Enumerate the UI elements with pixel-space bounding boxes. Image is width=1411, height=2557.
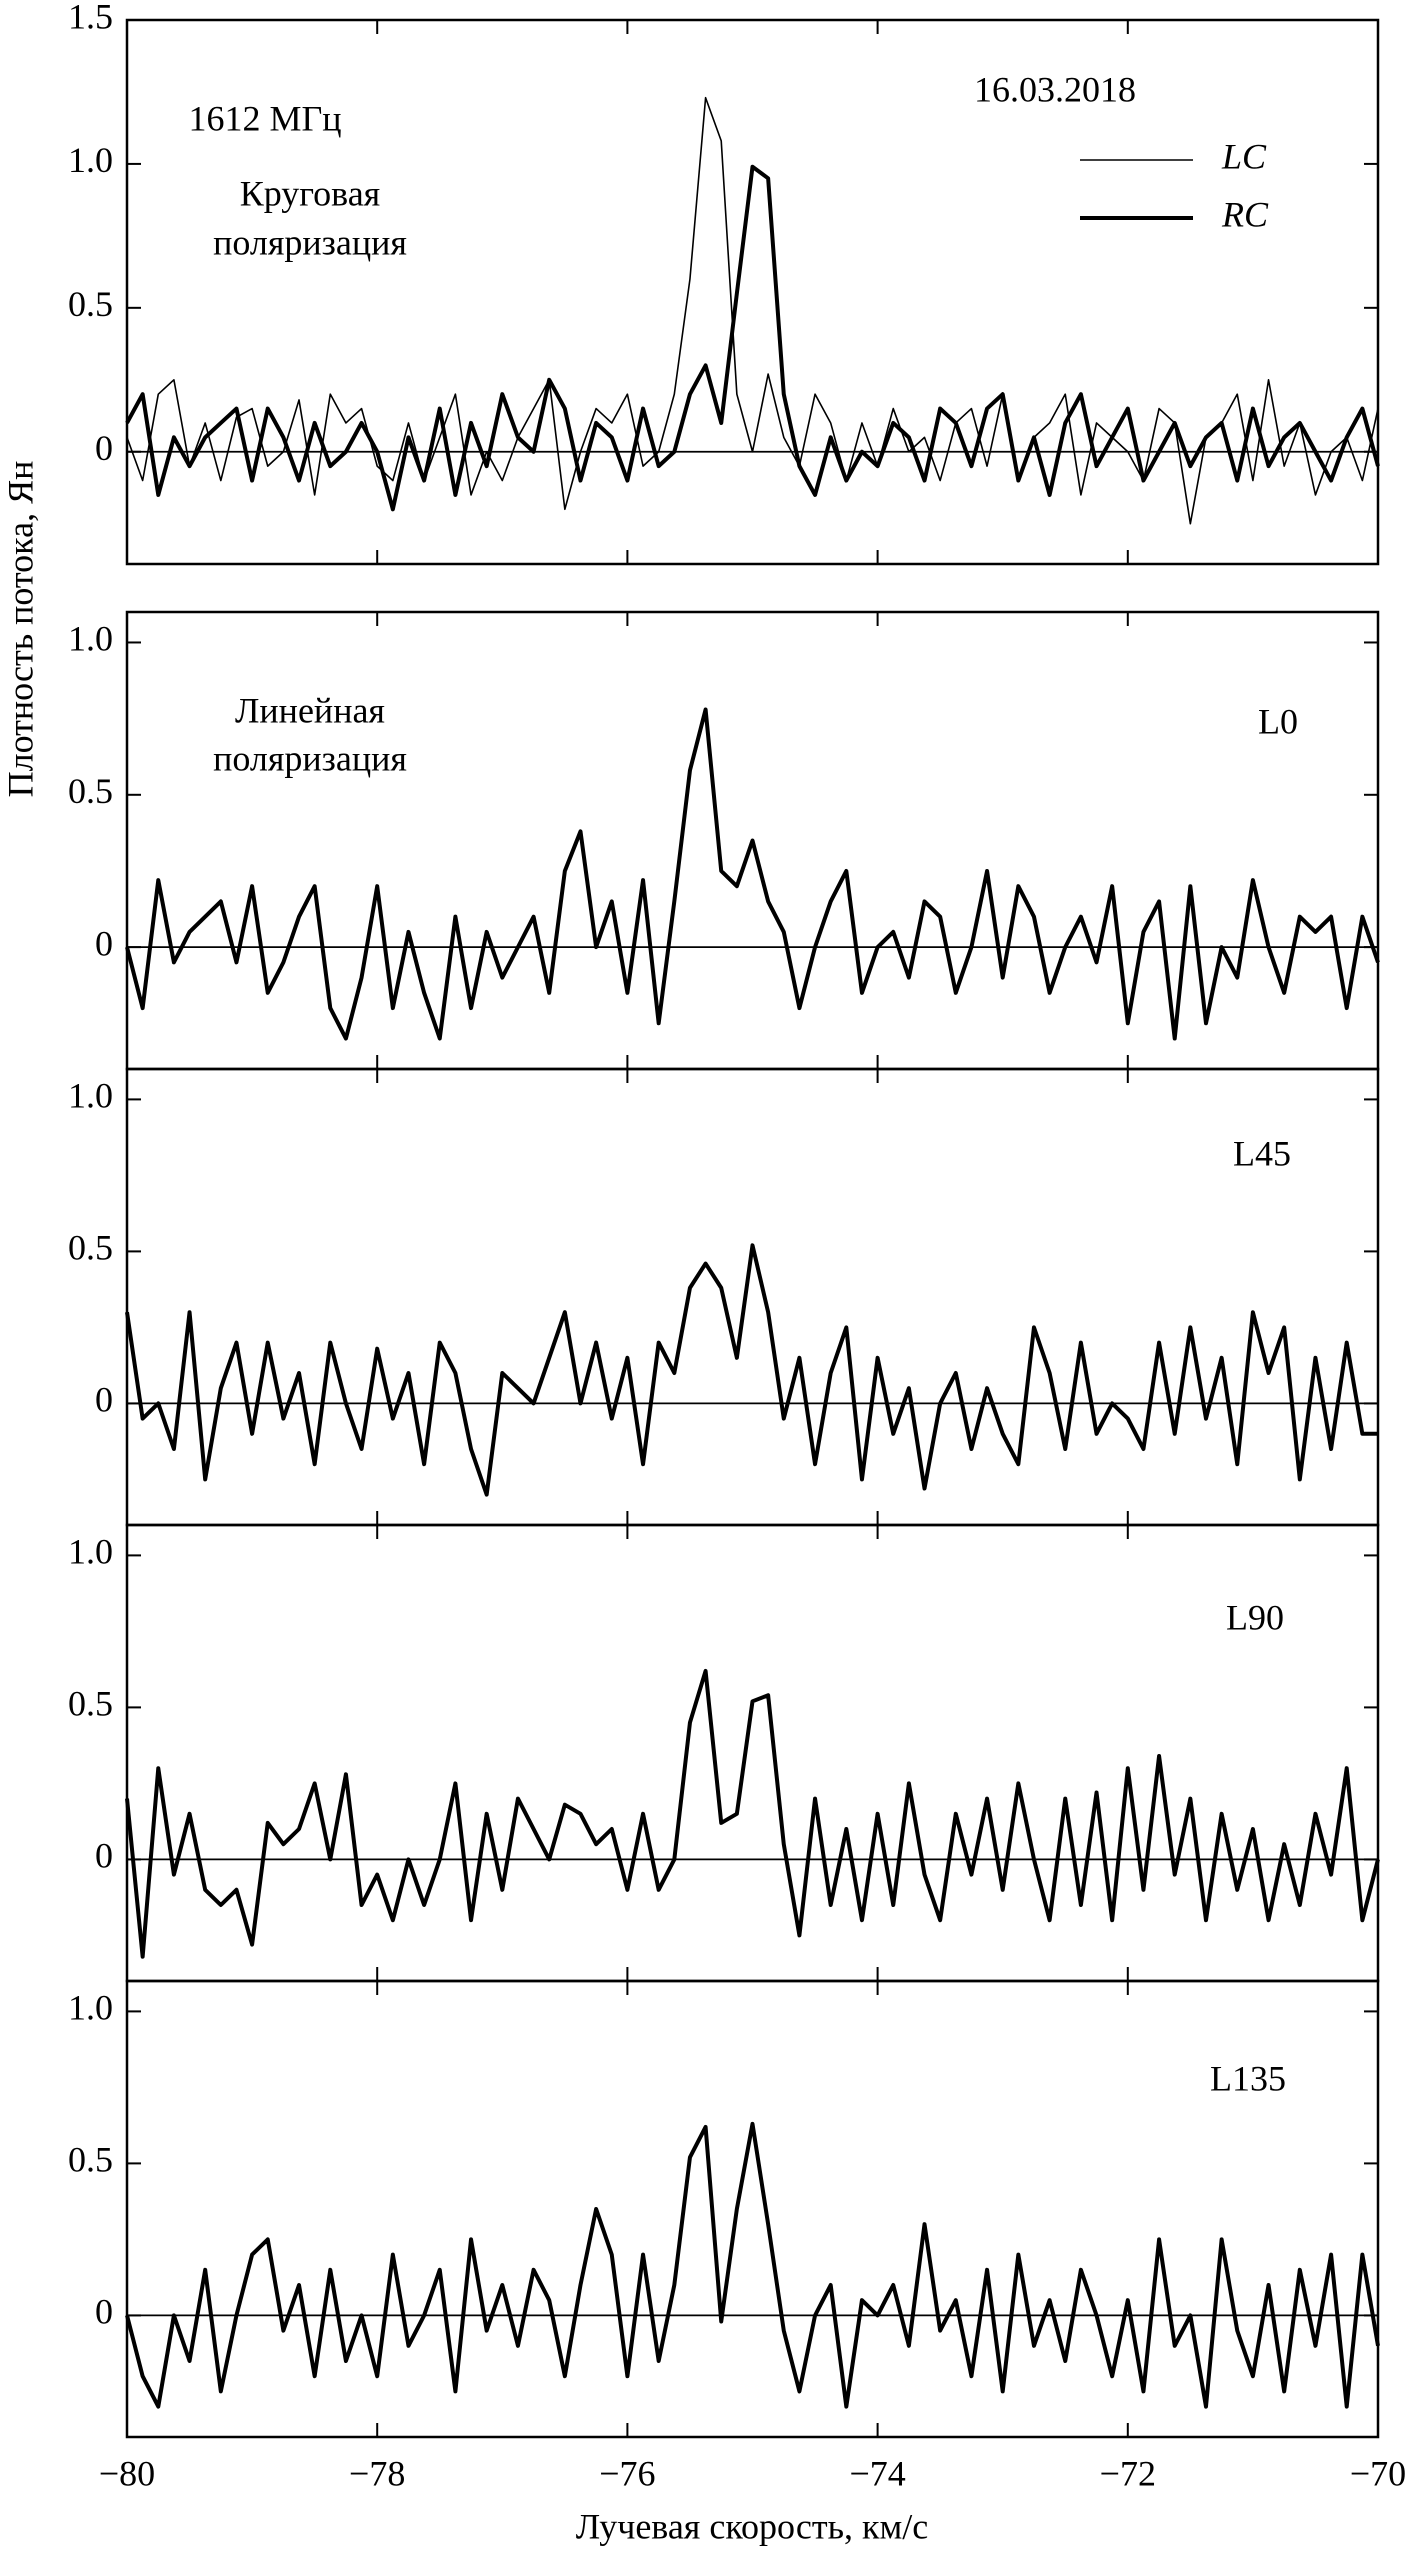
y-tick-label: 0.5 (68, 1228, 113, 1268)
annotation: Круговая (240, 173, 380, 213)
annotation: поляризация (213, 738, 407, 778)
x-tick-label: −74 (849, 2453, 905, 2493)
y-tick-label: 0 (95, 2292, 113, 2332)
x-tick-label: −72 (1100, 2453, 1156, 2493)
annotation: L45 (1233, 1133, 1291, 1173)
annotation: поляризация (213, 222, 407, 262)
series-line (125, 1243, 1378, 1497)
y-tick-label: 0.5 (68, 771, 113, 811)
y-tick-label: 1.0 (68, 140, 113, 180)
panel-frame (125, 18, 1380, 566)
y-tick-label: 1.0 (68, 1532, 113, 1572)
annotation: L0 (1258, 701, 1298, 741)
y-tick-label: 0.5 (68, 284, 113, 324)
legend-label: LC (1221, 136, 1267, 176)
y-tick-label: 0 (95, 1380, 113, 1420)
y-tick-label: 0 (95, 1836, 113, 1876)
y-tick-label: 0 (95, 923, 113, 963)
y-tick-label: 0.5 (68, 2140, 113, 2180)
x-tick-label: −76 (599, 2453, 655, 2493)
y-tick-label: 1.5 (68, 0, 113, 36)
series-line (125, 707, 1380, 1041)
series-line (125, 2121, 1380, 2409)
annotation: Линейная (235, 690, 385, 730)
x-tick-label: −78 (349, 2453, 405, 2493)
y-axis-label: Плотность потока, Ян (0, 461, 40, 798)
series-line (125, 164, 1380, 512)
legend-label: RC (1221, 194, 1269, 234)
panel-frame (125, 1523, 1380, 1983)
annotation: L135 (1210, 2058, 1286, 2098)
y-tick-label: 1.0 (68, 1076, 113, 1116)
annotation: 1612 МГц (188, 98, 341, 138)
x-tick-label: −70 (1350, 2453, 1406, 2493)
y-tick-label: 0 (95, 428, 113, 468)
y-tick-label: 1.0 (68, 619, 113, 659)
x-tick-label: −80 (99, 2453, 155, 2493)
annotation: L90 (1226, 1597, 1284, 1637)
y-tick-label: 0.5 (68, 1684, 113, 1724)
annotation: 16.03.2018 (974, 69, 1136, 109)
y-tick-label: 1.0 (68, 1988, 113, 2028)
panel-frame (125, 1979, 1380, 2439)
series-line (125, 1668, 1380, 1959)
series-line (126, 96, 1379, 525)
x-axis-label: Лучевая скорость, км/с (576, 2506, 929, 2546)
